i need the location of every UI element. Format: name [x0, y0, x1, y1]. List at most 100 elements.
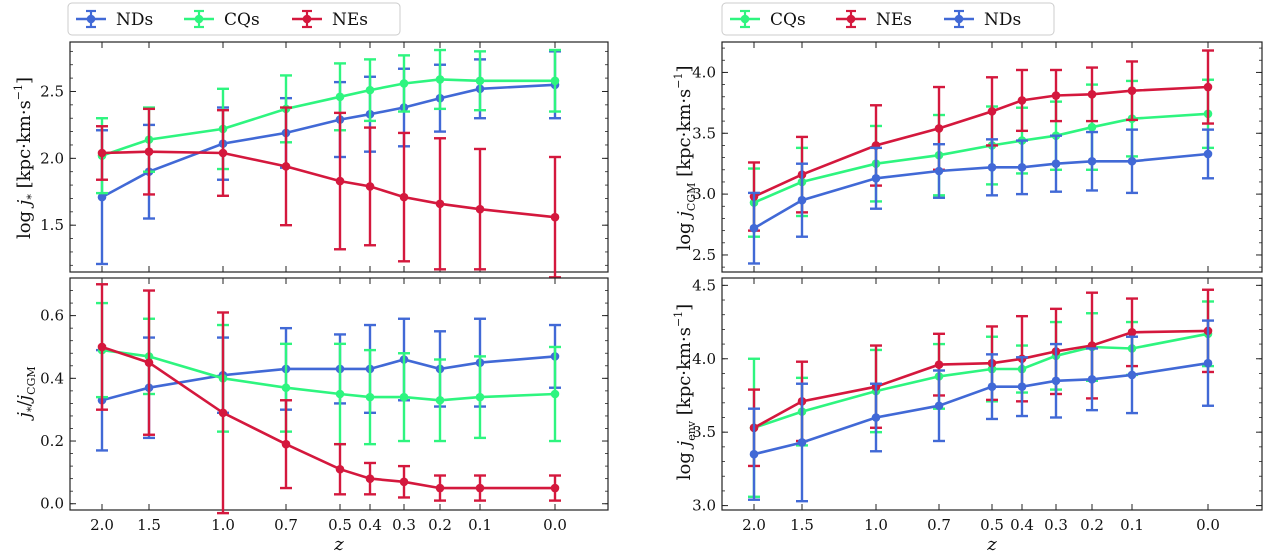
- legend-marker: [86, 14, 96, 24]
- data-point: [365, 85, 375, 95]
- data-point: [550, 483, 560, 493]
- legend-item-CQs: CQs: [730, 9, 806, 30]
- x-tick-label: 0.5: [328, 516, 352, 534]
- data-point: [97, 342, 107, 352]
- x-tick-label: 0.2: [1080, 516, 1104, 534]
- data-point: [1051, 159, 1061, 168]
- legend-marker: [846, 14, 856, 24]
- x-tick-label: 0.3: [1044, 516, 1068, 534]
- data-point: [475, 392, 485, 402]
- data-point: [435, 199, 445, 209]
- ylabel-top-left: log j* [kpc·km·s−1]: [12, 77, 38, 239]
- data-point: [435, 75, 445, 84]
- data-point: [550, 389, 560, 399]
- series-NEs: [96, 106, 561, 279]
- data-point: [550, 212, 560, 222]
- data-point: [550, 76, 560, 86]
- data-point: [1127, 156, 1137, 166]
- x-tick-label: 0.0: [543, 516, 567, 534]
- data-point: [1087, 375, 1097, 384]
- panel-top-left: 1.5 2.0 2.5: [40, 41, 609, 279]
- y-tick-label: 2.5: [40, 82, 64, 100]
- data-point: [871, 173, 881, 183]
- legend-label: NEs: [876, 10, 912, 30]
- data-point: [144, 147, 154, 156]
- x-tick-label: 1.5: [790, 516, 814, 534]
- x-tick-label: 1.5: [137, 516, 161, 534]
- series-CQs: [748, 78, 1214, 238]
- data-point: [987, 163, 997, 172]
- data-point: [934, 360, 944, 369]
- legend-marker: [194, 14, 204, 24]
- series-line: [753, 361, 1209, 456]
- data-point: [365, 392, 375, 402]
- panel-top-right: 2.5 3.0 3.5 4.0: [692, 41, 1263, 273]
- panel-bottom-right: 2.0 1.5 1.0 0.7 0.5 0.4 0.3 0.2 0.1 0.0 3.0 3.5 4.0 4…: [692, 276, 1263, 534]
- data-point: [335, 92, 345, 102]
- legend-label: CQs: [224, 10, 260, 30]
- data-point: [1203, 149, 1213, 159]
- x-tick-label: 0.7: [274, 516, 298, 534]
- data-point: [399, 392, 409, 402]
- x-tick-label: 0.5: [980, 516, 1004, 534]
- series-line: [753, 152, 1209, 230]
- series-line: [753, 329, 1209, 429]
- panel-bottom-left: 2.0 1.5 1.0 0.7 0.5 0.4 0.3 0.2 0.1 0.0 0.0 0.2 0.4 0…: [40, 277, 609, 534]
- y-tick-label: 0.0: [40, 495, 64, 513]
- legend-box: [67, 2, 401, 36]
- series-NEs: [748, 49, 1214, 232]
- xlabel-left: z: [333, 534, 344, 555]
- series-line: [101, 348, 556, 402]
- data-point: [218, 408, 228, 418]
- data-point: [218, 148, 228, 158]
- y-tick-label: 3.0: [692, 497, 716, 515]
- data-point: [97, 192, 107, 202]
- data-point: [281, 383, 291, 393]
- xlabel-right: z: [986, 534, 997, 555]
- data-point: [1087, 90, 1097, 99]
- x-tick-label: 0.2: [428, 516, 452, 534]
- data-point: [1127, 328, 1137, 337]
- series-line: [101, 150, 556, 219]
- data-point: [871, 413, 881, 422]
- legend-item-CQs: CQs: [184, 9, 260, 30]
- x-tick-label: 0.7: [927, 516, 951, 534]
- series-line: [753, 112, 1209, 204]
- x-tick-label: 0.4: [1010, 516, 1034, 534]
- legend-label: CQs: [770, 10, 806, 30]
- series-NDs: [748, 319, 1214, 503]
- data-point: [1017, 382, 1027, 391]
- legend-left: NDs CQs NEs: [67, 2, 401, 36]
- ylabel-bottom-right: log jenv [kpc·km·s−1]: [672, 304, 698, 480]
- data-point: [1017, 96, 1027, 105]
- legend-label: NDs: [116, 10, 153, 30]
- x-tick-label: 0.1: [468, 516, 492, 534]
- series-line: [101, 83, 556, 199]
- data-point: [335, 176, 345, 186]
- plot-frame: [69, 41, 609, 273]
- data-point: [335, 464, 345, 474]
- data-point: [749, 449, 759, 459]
- data-point: [1127, 86, 1137, 95]
- data-point: [281, 162, 291, 171]
- y-tick-label: 3.0: [692, 185, 716, 203]
- data-point: [365, 474, 375, 483]
- data-point: [475, 204, 485, 214]
- data-point: [934, 401, 944, 411]
- data-point: [97, 148, 107, 158]
- x-tick-label: 0.0: [1196, 516, 1220, 534]
- data-point: [335, 389, 345, 399]
- data-point: [399, 192, 409, 202]
- x-tick-label: 1.0: [211, 516, 235, 534]
- data-point: [749, 223, 759, 233]
- data-point: [987, 382, 997, 391]
- data-point: [281, 439, 291, 449]
- x-tick-label: 1.0: [864, 516, 888, 534]
- legend-item-NEs: NEs: [836, 9, 912, 30]
- series-NEs: [748, 288, 1214, 468]
- data-point: [475, 76, 485, 86]
- y-tick-label: 4.0: [692, 350, 716, 368]
- x-tick-label: 2.0: [90, 516, 114, 534]
- legend-right: CQs NEs NDs: [721, 2, 1055, 36]
